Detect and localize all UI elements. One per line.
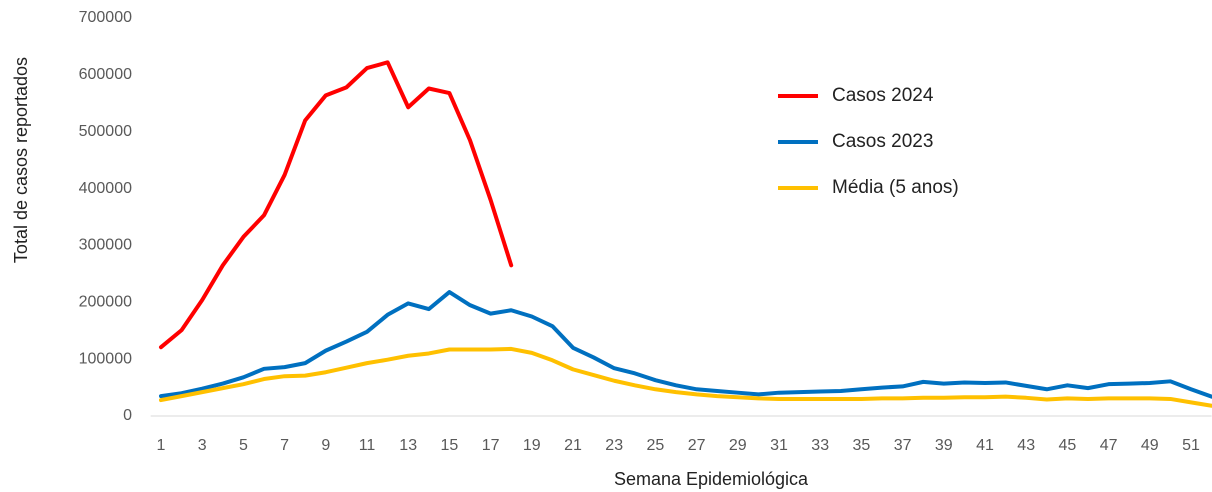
- x-tick-label: 11: [359, 437, 376, 454]
- x-tick-label: 25: [647, 437, 665, 454]
- y-tick-label: 400000: [79, 180, 132, 197]
- x-axis-title: Semana Epidemiológica: [614, 469, 809, 489]
- x-tick-label: 49: [1141, 437, 1159, 454]
- x-tick-label: 45: [1059, 437, 1077, 454]
- y-tick-label: 200000: [79, 294, 132, 311]
- series-line: [159, 60, 514, 350]
- x-tick-label: 47: [1100, 437, 1118, 454]
- x-tick-label: 51: [1182, 437, 1200, 454]
- x-tick-label: 37: [894, 437, 912, 454]
- y-tick-label: 500000: [79, 123, 132, 140]
- y-tick-label: 700000: [79, 9, 132, 26]
- x-tick-label: 15: [441, 437, 459, 454]
- x-tick-label: 39: [935, 437, 953, 454]
- legend-label: Casos 2024: [832, 85, 934, 106]
- x-tick-label: 43: [1017, 437, 1035, 454]
- legend-label: Média (5 anos): [832, 177, 959, 198]
- y-tick-label: 300000: [79, 237, 132, 254]
- x-tick-label: 3: [198, 437, 207, 454]
- x-tick-label: 35: [853, 437, 871, 454]
- x-tick-label: 23: [605, 437, 623, 454]
- x-tick-label: 31: [770, 437, 788, 454]
- x-tick-label: 21: [564, 437, 582, 454]
- series-line: [159, 346, 1212, 408]
- x-tick-label: 41: [976, 437, 994, 454]
- y-tick-label: 0: [123, 407, 132, 424]
- series-line: [159, 290, 1212, 399]
- x-tick-label: 9: [321, 437, 330, 454]
- y-tick-label: 600000: [79, 66, 132, 83]
- x-tick-label: 5: [239, 437, 248, 454]
- x-tick-label: 19: [523, 437, 541, 454]
- x-tick-label: 33: [811, 437, 829, 454]
- x-tick-label: 1: [157, 437, 166, 454]
- legend-label: Casos 2023: [832, 131, 933, 152]
- y-tick-label: 100000: [79, 350, 132, 367]
- x-tick-label: 27: [688, 437, 706, 454]
- x-tick-label: 7: [280, 437, 289, 454]
- x-tick-label: 13: [399, 437, 417, 454]
- y-axis-title: Total de casos reportados: [11, 57, 31, 263]
- x-tick-label: 17: [482, 437, 500, 454]
- x-tick-label: 29: [729, 437, 747, 454]
